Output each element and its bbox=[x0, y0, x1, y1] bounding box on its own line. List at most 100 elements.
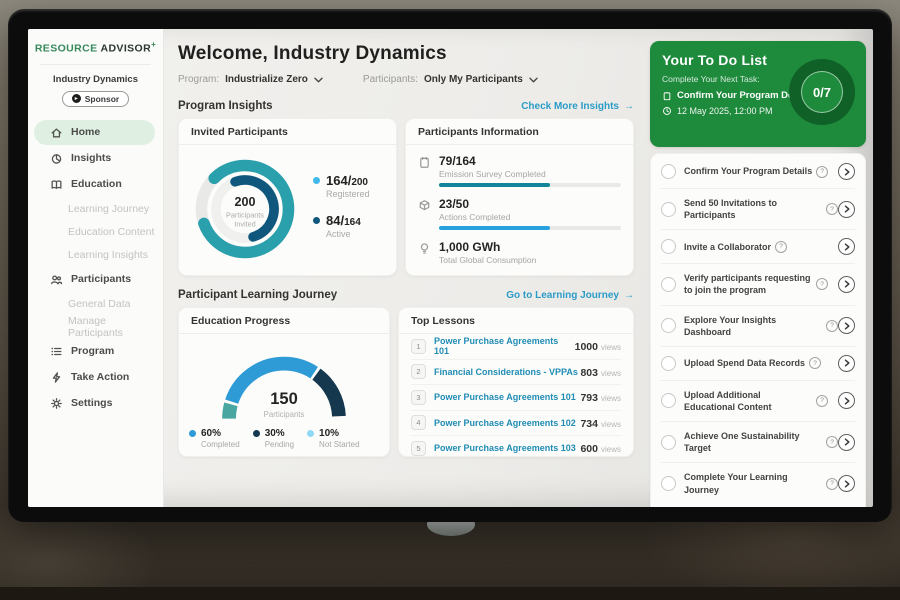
rank-badge: 1 bbox=[411, 338, 426, 354]
collapse-tasks-link[interactable]: Collapse Tasks bbox=[661, 504, 855, 507]
chevron-down-icon bbox=[314, 77, 323, 83]
task-checkbox[interactable] bbox=[661, 355, 676, 371]
svg-text:200: 200 bbox=[235, 195, 256, 209]
lesson-row: 1 Power Purchase Agreements 101 1000 view… bbox=[411, 334, 621, 360]
sidebar-item-education[interactable]: Education bbox=[34, 172, 155, 197]
settings-icon bbox=[51, 397, 62, 409]
main-content: Welcome, Industry Dynamics Program: Indu… bbox=[164, 29, 648, 507]
svg-text:Participants: Participants bbox=[226, 211, 264, 220]
legend-item-active: 84/164 Active bbox=[313, 213, 370, 239]
task-row: Explore Your Insights Dashboard ? bbox=[661, 306, 855, 347]
help-icon[interactable]: ? bbox=[826, 319, 838, 332]
section-title-learning-journey: Participant Learning Journey bbox=[178, 289, 338, 301]
clock-icon bbox=[663, 107, 671, 115]
task-open-button[interactable] bbox=[838, 433, 855, 451]
lesson-link[interactable]: Power Purchase Agreements 103 bbox=[434, 443, 576, 454]
task-open-button[interactable] bbox=[838, 163, 855, 180]
stat-total-consumption: 1,000 GWh Total Global Consumption bbox=[418, 240, 621, 265]
monitor-bezel: RESOURCE ADVISOR+ Industry Dynamics ▸ Sp… bbox=[8, 9, 892, 522]
help-icon[interactable]: ? bbox=[826, 477, 838, 490]
legend-item-pending: 30% Pending bbox=[252, 428, 294, 449]
dashboard-screen: RESOURCE ADVISOR+ Industry Dynamics ▸ Sp… bbox=[28, 29, 873, 507]
actions-progress-bar bbox=[439, 226, 621, 230]
top-lessons-card: Top Lessons 1 Power Purchase Agreements … bbox=[398, 307, 634, 457]
lesson-row: 4 Power Purchase Agreements 102 734 views bbox=[411, 411, 621, 436]
go-to-learning-journey-link[interactable]: Go to Learning Journey → bbox=[506, 290, 634, 301]
todo-tasks-card: Confirm Your Program Details ? Send 50 I… bbox=[650, 153, 866, 507]
lesson-link[interactable]: Power Purchase Agreements 101 bbox=[434, 336, 559, 357]
task-row: Upload Spend Data Records ? bbox=[661, 347, 855, 381]
task-row: Complete Your Learning Journey ? bbox=[661, 463, 855, 503]
task-open-button[interactable] bbox=[838, 200, 855, 218]
invited-participants-donut-chart: 200 Participants Invited bbox=[195, 159, 295, 259]
page-title: Welcome, Industry Dynamics bbox=[178, 43, 447, 64]
rank-badge: 2 bbox=[411, 364, 426, 380]
help-icon[interactable]: ? bbox=[816, 278, 828, 291]
participants-information-card: Participants Information 79/164 Emission… bbox=[405, 118, 634, 276]
legend-dot bbox=[307, 430, 315, 437]
task-row: Confirm Your Program Details ? bbox=[661, 155, 855, 189]
rank-badge: 4 bbox=[411, 415, 426, 431]
todo-summary-card: Your To Do List Complete Your Next Task:… bbox=[650, 41, 866, 147]
sidebar-item-participants[interactable]: Participants bbox=[34, 267, 155, 292]
section-title-program-insights: Program Insights bbox=[178, 100, 273, 112]
sponsor-badge[interactable]: ▸ Sponsor bbox=[61, 90, 130, 107]
clipboard-icon bbox=[663, 91, 671, 100]
sidebar-item-learning-insights[interactable]: Learning Insights bbox=[68, 249, 148, 261]
sidebar-item-settings[interactable]: Settings bbox=[34, 391, 155, 416]
task-open-button[interactable] bbox=[838, 238, 855, 256]
sidebar-nav: Home Insights Education Learning Journey… bbox=[28, 119, 163, 416]
legend-item-registered: 164/200 Registered bbox=[313, 173, 370, 199]
participants-dropdown[interactable]: Participants: Only My Participants bbox=[363, 74, 538, 85]
help-icon[interactable]: ? bbox=[809, 357, 822, 370]
lesson-link[interactable]: Power Purchase Agreements 101 bbox=[434, 392, 576, 403]
education-progress-gauge-chart: 150 Participants bbox=[222, 356, 346, 419]
sidebar-item-home[interactable]: Home bbox=[34, 119, 155, 145]
brand-logo: RESOURCE ADVISOR+ bbox=[34, 40, 157, 55]
divider bbox=[40, 63, 151, 65]
rank-badge: 3 bbox=[411, 389, 426, 405]
check-more-insights-link[interactable]: Check More Insights → bbox=[521, 101, 634, 112]
sidebar-item-education-content[interactable]: Education Content bbox=[68, 226, 155, 238]
program-dropdown[interactable]: Program: Industrialize Zero bbox=[178, 74, 323, 85]
desk-edge bbox=[0, 587, 900, 600]
task-open-button[interactable] bbox=[838, 275, 855, 293]
task-checkbox[interactable] bbox=[661, 164, 676, 179]
task-open-button[interactable] bbox=[838, 475, 855, 493]
legend-dot bbox=[313, 217, 320, 224]
task-checkbox[interactable] bbox=[661, 393, 676, 409]
todo-progress-ring: 0/7 bbox=[789, 59, 855, 125]
arrow-right-icon: → bbox=[624, 290, 634, 301]
sidebar-item-program[interactable]: Program bbox=[34, 339, 155, 364]
help-icon[interactable]: ? bbox=[826, 203, 838, 216]
task-open-button[interactable] bbox=[838, 354, 855, 372]
task-open-button[interactable] bbox=[838, 392, 855, 410]
take-action-icon bbox=[52, 371, 61, 383]
sidebar-item-take-action[interactable]: Take Action bbox=[34, 365, 155, 390]
task-checkbox[interactable] bbox=[661, 276, 676, 292]
task-checkbox[interactable] bbox=[661, 201, 676, 217]
svg-text:Invited: Invited bbox=[234, 219, 255, 228]
sidebar-item-general-data[interactable]: General Data bbox=[68, 298, 131, 310]
legend-dot bbox=[252, 430, 260, 437]
sidebar-item-manage-participants[interactable]: Manage Participants bbox=[68, 315, 123, 339]
sidebar: RESOURCE ADVISOR+ Industry Dynamics ▸ Sp… bbox=[28, 29, 164, 507]
lesson-link[interactable]: Financial Considerations - VPPAs bbox=[434, 366, 578, 377]
help-icon[interactable]: ? bbox=[816, 394, 828, 407]
lesson-link[interactable]: Power Purchase Agreements 102 bbox=[434, 417, 576, 428]
task-checkbox[interactable] bbox=[661, 434, 676, 450]
task-checkbox[interactable] bbox=[661, 318, 676, 334]
sidebar-item-insights[interactable]: Insights bbox=[34, 146, 155, 171]
help-icon[interactable]: ? bbox=[816, 165, 829, 178]
task-checkbox[interactable] bbox=[661, 239, 676, 255]
lightbulb-icon bbox=[420, 243, 429, 254]
help-icon[interactable]: ? bbox=[826, 436, 838, 449]
task-open-button[interactable] bbox=[838, 317, 855, 335]
help-icon[interactable]: ? bbox=[775, 240, 788, 253]
todo-counter: 0/7 bbox=[812, 84, 832, 100]
program-icon bbox=[51, 347, 62, 355]
sidebar-item-learning-journey[interactable]: Learning Journey bbox=[68, 203, 150, 215]
task-row: Send 50 Invitations to Participants ? bbox=[661, 189, 855, 231]
task-checkbox[interactable] bbox=[661, 476, 676, 492]
svg-text:Participants: Participants bbox=[264, 410, 305, 419]
